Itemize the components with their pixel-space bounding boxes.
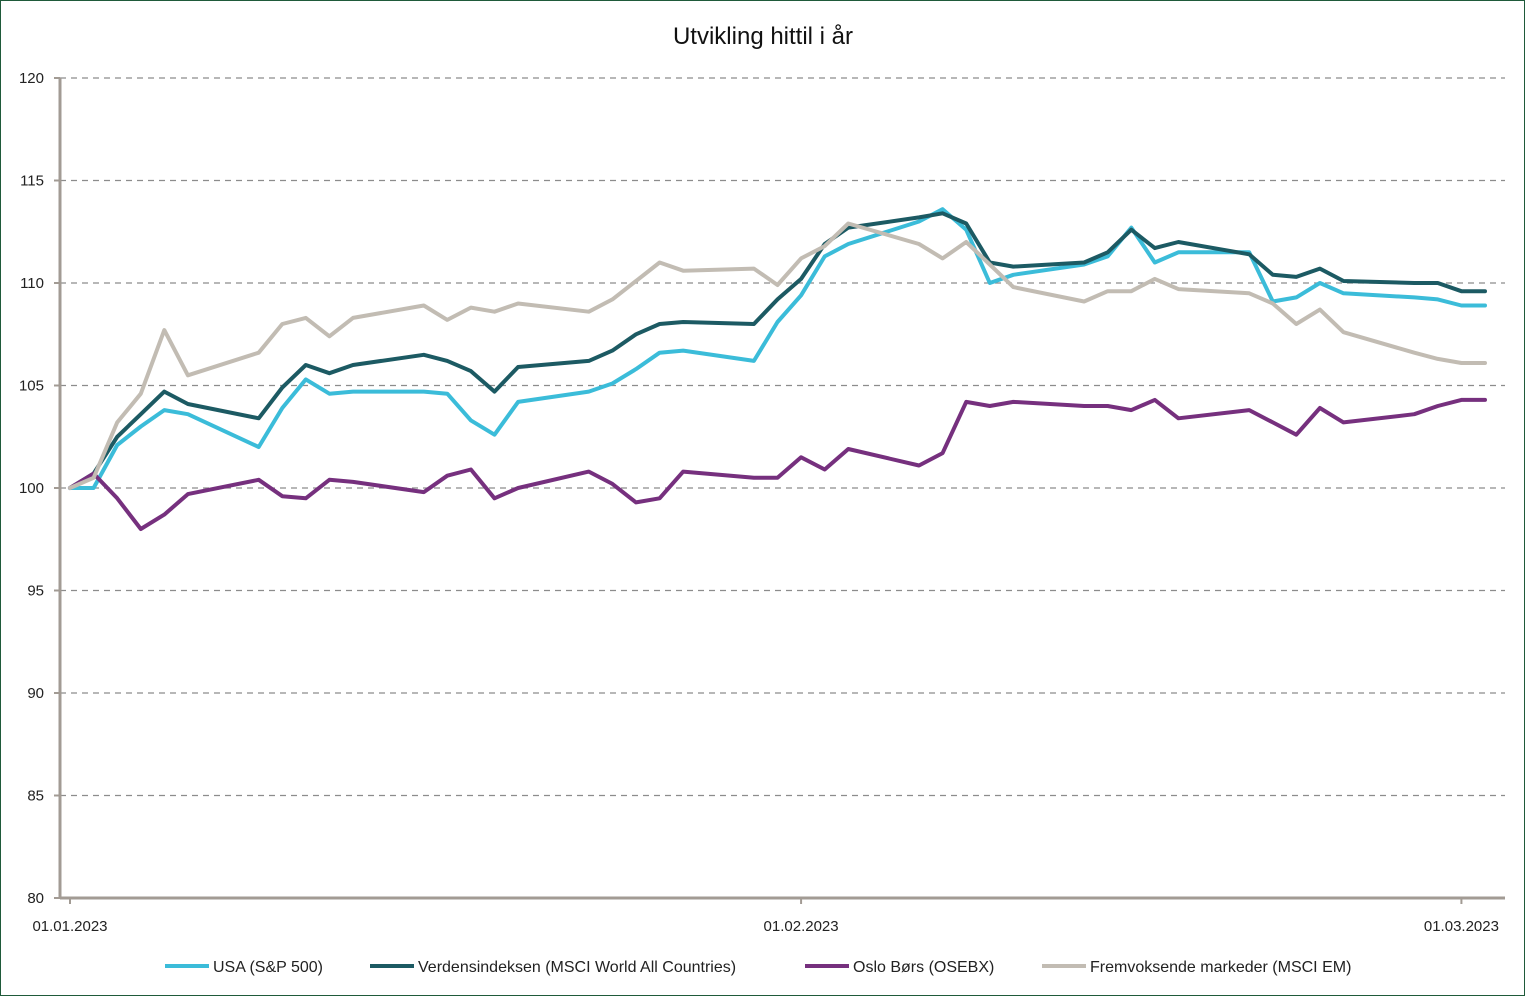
y-tick-label-120: 120 <box>19 70 44 87</box>
series-line-3 <box>68 221 1487 490</box>
y-tick-label-115: 115 <box>20 173 44 190</box>
legend-label-0: USA (S&P 500) <box>213 959 323 976</box>
y-tick-label-90: 90 <box>27 685 44 702</box>
chart-title: Utvikling hittil i år <box>673 23 853 50</box>
y-tick-label-80: 80 <box>27 890 44 907</box>
y-tick-label-110: 110 <box>20 275 44 292</box>
y-tick-label-105: 105 <box>19 378 44 395</box>
y-tick-label-100: 100 <box>19 480 44 497</box>
series-lines <box>68 207 1487 531</box>
legend-label-3: Fremvoksende markeder (MSCI EM) <box>1090 959 1351 976</box>
series-line-2 <box>68 397 1487 531</box>
legend: USA (S&P 500) Verdensindeksen (MSCI World… <box>165 959 1351 976</box>
axes: 80 85 90 95 100 105 110 115 120 01.01.2023 01.02.2… <box>19 70 1505 935</box>
legend-label-2: Oslo Børs (OSEBX) <box>853 959 994 976</box>
legend-label-1: Verdensindeksen (MSCI World All Countrie… <box>418 959 736 976</box>
x-tick-label-1: 01.02.2023 <box>764 918 839 935</box>
y-tick-label-85: 85 <box>27 788 44 805</box>
x-tick-label-2: 01.03.2023 <box>1424 918 1499 935</box>
series-line-1 <box>68 211 1487 490</box>
x-tick-label-0: 01.01.2023 <box>32 918 107 935</box>
gridlines <box>60 77 1505 797</box>
y-tick-label-95: 95 <box>27 583 44 600</box>
series-line-0 <box>68 207 1487 490</box>
